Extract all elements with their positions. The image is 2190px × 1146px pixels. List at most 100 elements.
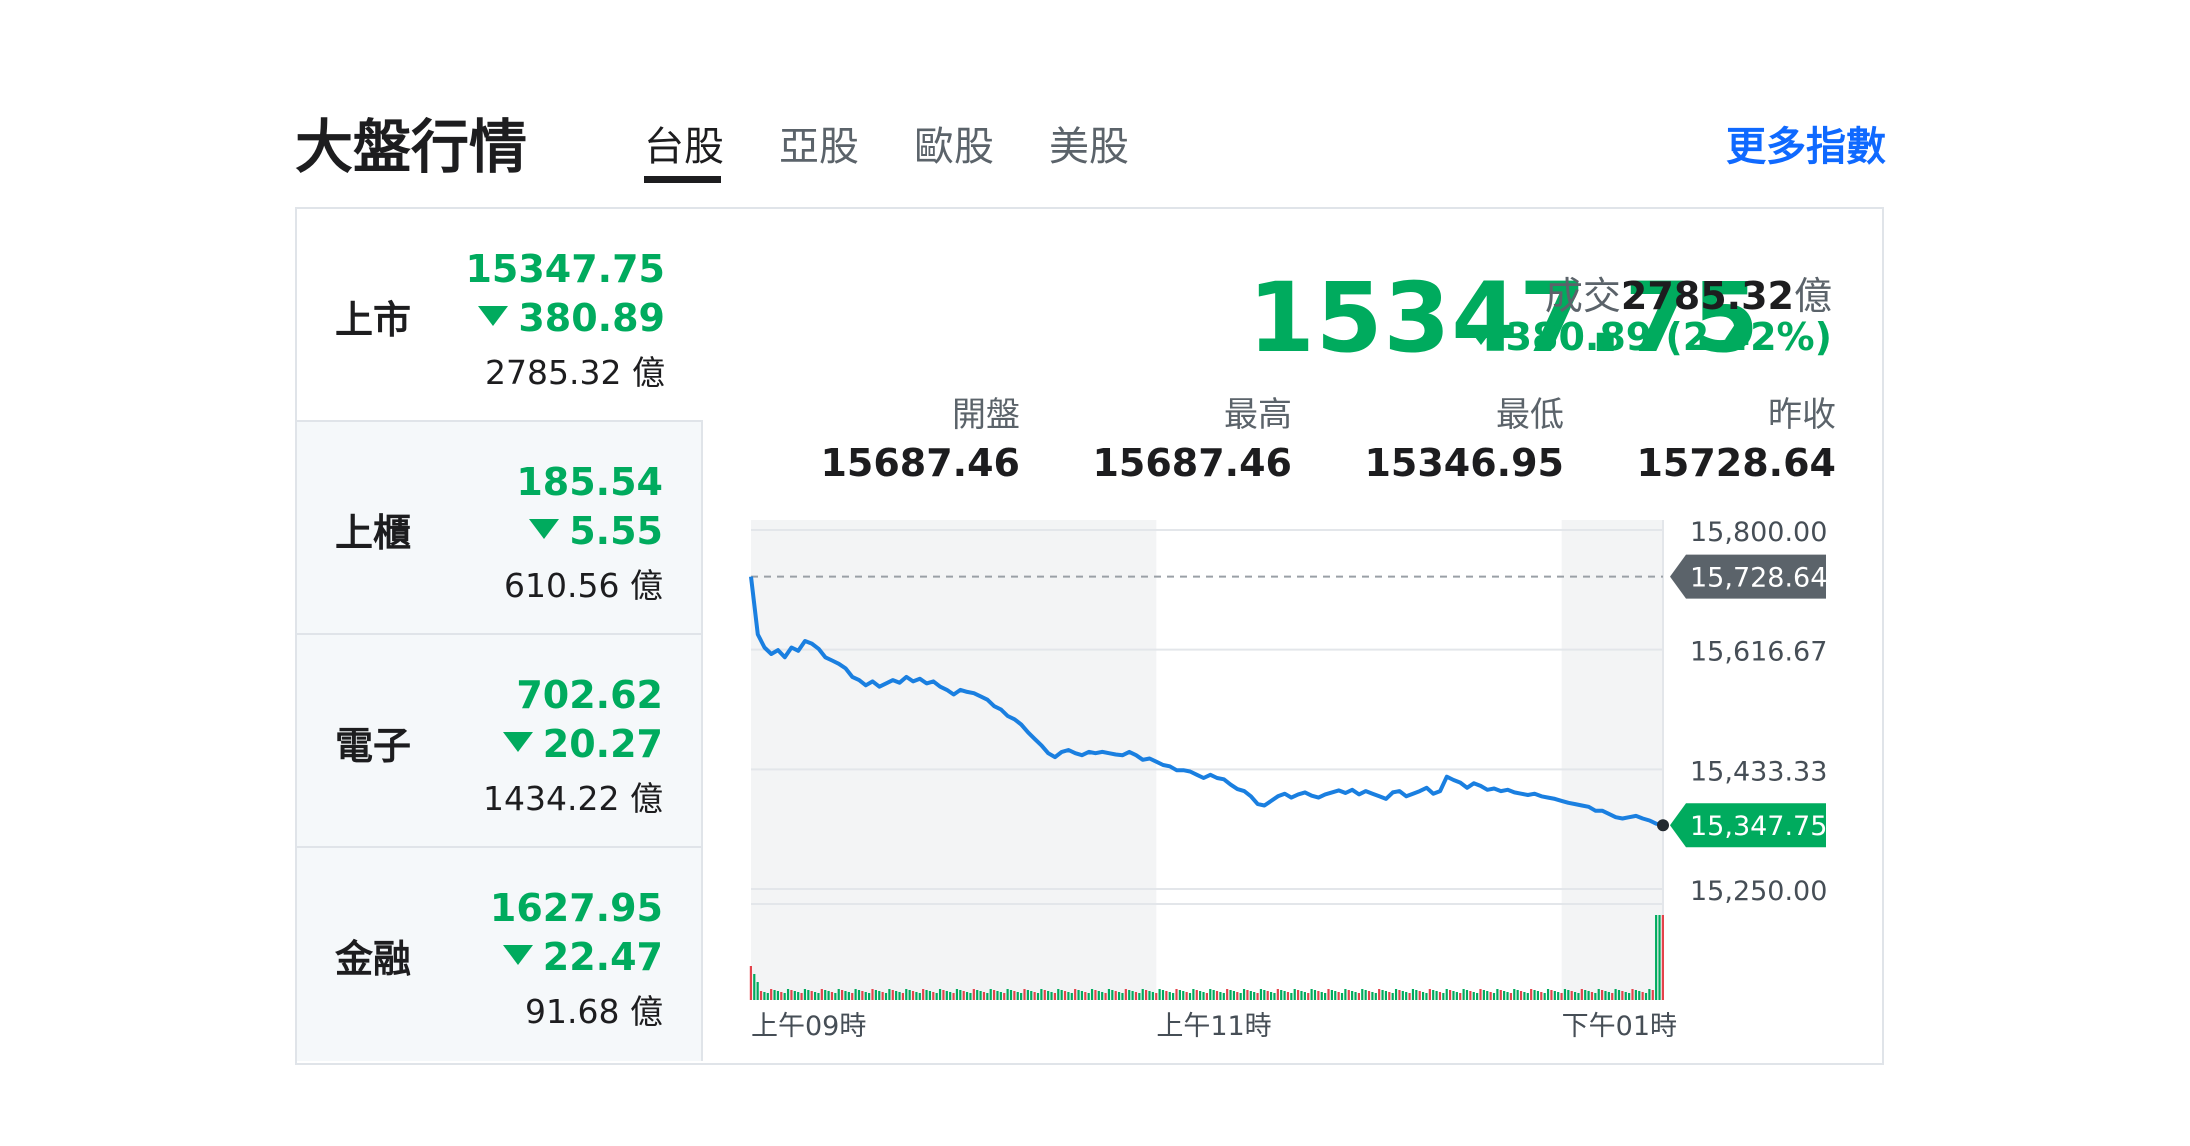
volume-bar [1347, 990, 1350, 1000]
sidebar-item-listed[interactable]: 上市 15347.75 380.89 2785.32 億 [297, 209, 703, 422]
down-arrow-icon [529, 519, 560, 539]
stat-label: 最低 [1496, 395, 1564, 435]
volume-bar [800, 993, 803, 1000]
volume-bar [1557, 992, 1560, 1000]
volume-bar [1452, 991, 1455, 1000]
volume-bar [965, 992, 969, 1000]
volume-bar [1121, 993, 1124, 1000]
volume-bar [1351, 991, 1354, 1000]
volume-bar [1546, 989, 1550, 1000]
volume-bar [854, 989, 857, 1000]
volume-bar [1611, 993, 1614, 1000]
volume-bar [905, 989, 908, 1000]
volume-bar [1266, 991, 1269, 1000]
volume-bar [1090, 989, 1094, 1000]
tab-europe[interactable]: 歐股 [914, 124, 994, 170]
volume-bar [1263, 990, 1266, 1000]
volume-bar [1074, 989, 1077, 1000]
volume-bar [1330, 990, 1333, 1000]
sidebar-item-change: 20.27 [502, 722, 663, 766]
volume-bar [1327, 989, 1330, 1000]
volume-bar [1415, 990, 1418, 1000]
volume-bar [1033, 992, 1036, 1000]
volume-bar [1526, 993, 1529, 1000]
more-indices-link[interactable]: 更多指數 [1726, 124, 1886, 170]
volume-bar [1165, 991, 1168, 1000]
volume-bar [1003, 993, 1006, 1000]
volume-bar [1006, 989, 1009, 1000]
volume-bar [1273, 993, 1276, 1000]
volume-bar [1310, 989, 1313, 1000]
volume-bar [1540, 992, 1543, 1000]
volume-bar [979, 991, 982, 1000]
last-price-tag [1670, 803, 1826, 848]
volume-bar [888, 989, 891, 1000]
volume-bar [1462, 989, 1465, 1000]
volume-bar [1185, 992, 1188, 1000]
volume-bar [851, 993, 854, 1000]
volume-bar [1489, 992, 1492, 1000]
sidebar-item-otc[interactable]: 上櫃 185.54 5.55 610.56 億 [297, 422, 703, 635]
prev-close-tag-label: 15,728.64 [1690, 563, 1827, 594]
volume-bar [949, 992, 952, 1000]
volume-bar [1614, 989, 1617, 1000]
volume-bar [1094, 990, 1097, 1000]
volume-bar [1479, 989, 1482, 1000]
volume-bar [844, 991, 847, 1000]
volume-bar [938, 989, 942, 1000]
volume-bar [1523, 992, 1526, 1000]
volume-bar [915, 992, 918, 1000]
volume-bar [759, 991, 763, 1000]
volume-bar [1226, 989, 1229, 1000]
volume-bar [1016, 992, 1019, 1000]
volume-bar [756, 982, 759, 1000]
tab-us[interactable]: 美股 [1049, 124, 1129, 170]
tab-tw[interactable]: 台股 [644, 124, 724, 170]
volume-bar [847, 992, 850, 1000]
stat-open: 開盤 15687.46 [760, 392, 1020, 488]
volume-bar [1432, 990, 1435, 1000]
volume-bar [1445, 989, 1448, 1000]
sidebar-item-name: 上市 [335, 298, 412, 342]
volume-bar [1036, 993, 1040, 1000]
volume-bar [1587, 991, 1590, 1000]
volume-bar [1604, 991, 1607, 1000]
volume-bar [861, 991, 864, 1000]
volume-bar [1459, 993, 1462, 1000]
volume-bar [1644, 993, 1648, 1000]
volume-bar [1374, 993, 1377, 1000]
volume-bar [1117, 992, 1121, 1000]
volume-bar [1560, 993, 1563, 1000]
stat-label: 昨收 [1768, 395, 1836, 435]
y-tick-label: 15,616.67 [1690, 637, 1827, 668]
volume-bar [1513, 989, 1516, 1000]
volume-bar [1215, 991, 1219, 1000]
sidebar-item-electronics[interactable]: 電子 702.62 20.27 1434.22 億 [297, 635, 703, 848]
last-price-dot [1657, 819, 1669, 832]
volume-bar [753, 974, 756, 1000]
volume-bar [1607, 992, 1610, 1000]
volume-bar [1141, 989, 1144, 1000]
volume-bar [1020, 993, 1023, 1000]
volume-bar [834, 993, 837, 1000]
volume-bar [1371, 992, 1374, 1000]
volume-bar [1253, 992, 1256, 1000]
volume-bar [1438, 992, 1442, 1000]
volume-bar [1209, 989, 1212, 1000]
volume-bar [1070, 993, 1073, 1000]
volume-bar [857, 990, 861, 1000]
tab-asia[interactable]: 亞股 [779, 124, 859, 170]
volume-bar [1398, 990, 1401, 1000]
page-title: 大盤行情 [295, 113, 528, 181]
volume-bar [1411, 989, 1415, 1000]
volume-bar [1634, 990, 1637, 1000]
prev-close-tag [1670, 554, 1826, 599]
volume-bar [1334, 991, 1337, 1000]
volume-bar [878, 991, 881, 1000]
sidebar-item-finance[interactable]: 金融 1627.95 22.47 91.68 億 [297, 848, 703, 1061]
volume-bar [864, 992, 867, 1000]
volume-bar [1013, 991, 1016, 1000]
y-tick-label: 15,433.33 [1690, 756, 1827, 787]
volume-bar [1324, 993, 1327, 1000]
